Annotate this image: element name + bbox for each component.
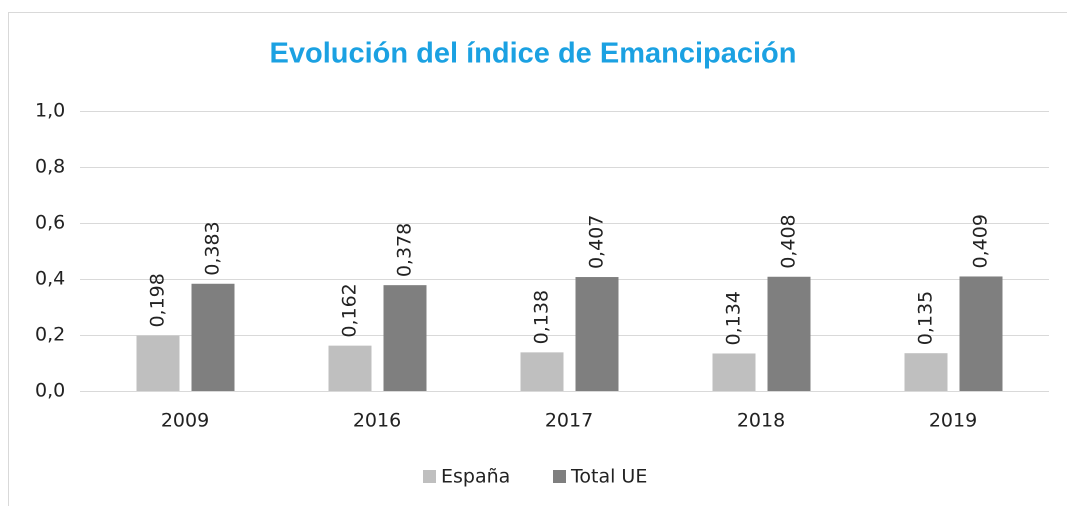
bar [191, 283, 235, 391]
legend-label: Total UE [570, 466, 647, 488]
value-label: 0,134 [723, 291, 745, 345]
bar [520, 352, 564, 391]
bar [575, 277, 619, 391]
value-label: 0,409 [970, 214, 992, 268]
bar [767, 276, 811, 391]
value-label: 0,383 [202, 221, 224, 275]
bar [904, 353, 948, 391]
y-tick-label: 0,4 [35, 268, 65, 290]
value-label: 0,378 [394, 223, 416, 277]
value-label: 0,408 [778, 214, 800, 268]
value-label: 0,135 [915, 291, 937, 345]
value-label: 0,138 [531, 290, 553, 344]
y-tick-label: 0,8 [35, 156, 65, 178]
value-label: 0,162 [339, 283, 361, 337]
bar [328, 345, 372, 391]
chart-title: Evolución del índice de Emancipación [270, 38, 797, 70]
value-label: 0,407 [586, 215, 608, 269]
x-tick-label: 2017 [545, 410, 593, 432]
x-tick-label: 2009 [161, 410, 209, 432]
x-tick-label: 2018 [737, 410, 785, 432]
y-tick-label: 0,2 [35, 324, 65, 346]
x-tick-label: 2019 [929, 410, 977, 432]
bar [712, 353, 756, 391]
legend-label: España [441, 466, 510, 488]
x-tick-label: 2016 [353, 410, 401, 432]
legend-swatch [423, 470, 436, 483]
legend-swatch [553, 470, 566, 483]
bar [136, 335, 180, 391]
y-tick-label: 0,0 [35, 380, 65, 402]
y-tick-label: 1,0 [35, 100, 65, 122]
bar [959, 276, 1003, 391]
value-label: 0,198 [147, 273, 169, 327]
y-tick-label: 0,6 [35, 212, 65, 234]
chart-frame [8, 12, 1067, 506]
bar [383, 285, 427, 391]
